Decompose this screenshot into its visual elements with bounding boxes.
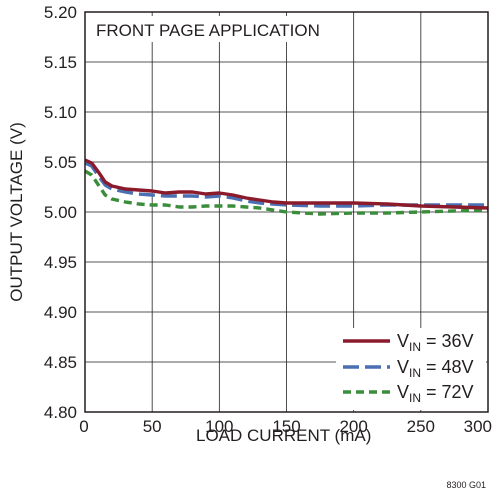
chart-title: FRONT PAGE APPLICATION (96, 21, 320, 40)
y-tick-label: 5.10 (44, 103, 77, 122)
y-tick-label: 4.95 (44, 253, 77, 272)
legend-label-3: VIN = 72V (397, 382, 474, 405)
x-tick-label: 250 (407, 417, 435, 436)
x-tick-label: 100 (205, 417, 233, 436)
y-tick-label: 4.90 (44, 303, 77, 322)
y-axis-label: OUTPUT VOLTAGE (V) (7, 122, 26, 301)
legend-label-2: VIN = 48V (397, 357, 474, 380)
x-tick-label: 50 (143, 417, 162, 436)
series-layer (84, 158, 489, 216)
x-axis-label: LOAD CURRENT (mA) (196, 426, 371, 445)
x-tick-labels: 0 50 100 150 200 250 300 (79, 417, 492, 436)
y-tick-label: 5.05 (44, 153, 77, 172)
y-tick-label: 5.15 (44, 53, 77, 72)
y-tick-label: 4.85 (44, 353, 77, 372)
y-tick-labels: 5.20 5.15 5.10 5.05 5.00 4.95 4.90 4.85 4.80 (44, 3, 77, 422)
y-tick-label: 5.00 (44, 203, 77, 222)
x-tick-label: 200 (339, 417, 367, 436)
y-tick-label: 5.20 (44, 3, 77, 22)
x-tick-label: 300 (464, 417, 492, 436)
x-tick-label: 150 (272, 417, 300, 436)
title-background (89, 16, 337, 42)
y-tick-label: 4.80 (44, 403, 77, 422)
figure-id: 8300 G01 (446, 480, 486, 490)
plot-frame (84, 11, 489, 413)
series-line-1 (84, 158, 489, 210)
series-line-3 (84, 169, 489, 216)
x-tick-label: 0 (79, 417, 88, 436)
legend-label-1: VIN = 36V (397, 331, 474, 354)
series-line-2 (84, 161, 488, 208)
